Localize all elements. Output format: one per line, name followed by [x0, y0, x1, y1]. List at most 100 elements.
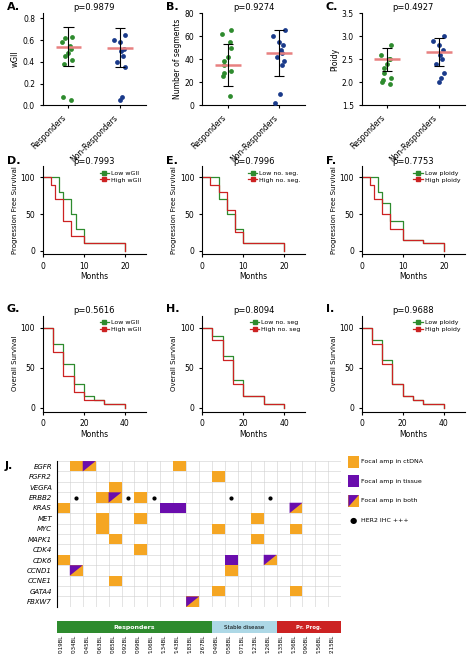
Bar [135, 544, 147, 555]
Bar [109, 482, 121, 492]
Bar [135, 513, 147, 524]
Point [281, 25, 289, 35]
Legend: Low ploidy, High ploidy: Low ploidy, High ploidy [412, 169, 461, 184]
Title: p=0.7996: p=0.7996 [233, 156, 274, 165]
Point [228, 25, 235, 35]
X-axis label: Months: Months [399, 273, 427, 281]
Bar [109, 576, 121, 586]
Y-axis label: wGII: wGII [11, 51, 20, 67]
Polygon shape [109, 492, 121, 503]
Point [61, 51, 68, 61]
Text: Pr. Prog.: Pr. Prog. [296, 625, 322, 630]
Y-axis label: Number of segments: Number of segments [173, 19, 182, 99]
Point [121, 62, 129, 73]
Title: p=0.5616: p=0.5616 [73, 305, 115, 315]
X-axis label: Months: Months [80, 430, 108, 439]
Bar [173, 461, 186, 472]
Polygon shape [70, 565, 83, 576]
Legend: Low wGII, High wGII: Low wGII, High wGII [99, 318, 142, 333]
Point [380, 63, 388, 73]
Point [226, 37, 233, 47]
Point [228, 65, 235, 76]
Y-axis label: Overall Survival: Overall Survival [12, 336, 18, 391]
Point [383, 58, 391, 69]
Point [68, 44, 75, 54]
Point [269, 31, 277, 41]
Legend: Low no. seg, High no. seg: Low no. seg, High no. seg [249, 318, 302, 333]
Bar [70, 565, 83, 576]
Polygon shape [290, 503, 302, 513]
Point [435, 40, 443, 50]
Text: A.: A. [7, 2, 20, 12]
Point [276, 37, 283, 47]
Point [221, 56, 228, 67]
Point [273, 52, 281, 62]
Title: p=0.7993: p=0.7993 [73, 156, 115, 165]
Text: Stable disease: Stable disease [224, 625, 264, 630]
Title: p=0.9879: p=0.9879 [73, 3, 115, 12]
Point [113, 57, 121, 67]
Point [61, 33, 69, 43]
Bar [96, 492, 109, 503]
Y-axis label: Overall Survival: Overall Survival [171, 336, 177, 391]
Title: p=0.4927: p=0.4927 [392, 3, 434, 12]
Point [219, 71, 227, 82]
Point [277, 44, 284, 55]
Bar [225, 555, 238, 565]
Point [68, 31, 75, 42]
Bar [290, 524, 302, 534]
Point [387, 54, 394, 64]
Bar [173, 503, 186, 513]
Bar [135, 492, 147, 503]
Polygon shape [348, 495, 359, 507]
Text: ●: ● [350, 516, 357, 525]
Point [278, 60, 286, 70]
Bar [290, 586, 302, 596]
Point [437, 49, 444, 60]
Bar [57, 503, 70, 513]
Polygon shape [186, 596, 199, 607]
Text: G.: G. [7, 304, 20, 314]
Text: J.: J. [5, 461, 13, 471]
Point [110, 35, 118, 45]
Polygon shape [83, 461, 96, 472]
Bar [212, 621, 277, 633]
Point [64, 48, 72, 58]
Point [438, 73, 445, 83]
Bar [212, 524, 225, 534]
Point [116, 37, 124, 48]
Point [281, 56, 288, 67]
Point [118, 46, 125, 56]
Point [220, 68, 228, 78]
Title: p=0.9274: p=0.9274 [233, 3, 274, 12]
Text: Responders: Responders [114, 625, 155, 630]
Point [59, 37, 66, 48]
Point [276, 88, 283, 99]
Y-axis label: Progression Free Survival: Progression Free Survival [12, 166, 18, 254]
Bar [70, 461, 83, 472]
Text: Focal amp in both: Focal amp in both [361, 498, 418, 504]
Point [279, 40, 287, 50]
Point [218, 29, 226, 39]
Bar [186, 596, 199, 607]
Bar [109, 492, 121, 503]
Legend: Low wGII, High wGII: Low wGII, High wGII [99, 169, 142, 184]
Point [66, 41, 74, 51]
X-axis label: Months: Months [80, 273, 108, 281]
Bar [251, 513, 264, 524]
Bar [57, 621, 212, 633]
Bar [160, 503, 173, 513]
Bar [83, 461, 96, 472]
Point [378, 49, 385, 60]
Point [68, 54, 75, 65]
Bar [96, 524, 109, 534]
Point [227, 91, 234, 101]
Point [220, 60, 228, 70]
Bar [57, 555, 70, 565]
Point [380, 75, 387, 85]
Legend: Low ploidy, High ploidy: Low ploidy, High ploidy [412, 318, 461, 333]
X-axis label: Months: Months [239, 273, 268, 281]
Point [440, 68, 448, 78]
Text: D.: D. [7, 156, 20, 165]
Bar [290, 503, 302, 513]
